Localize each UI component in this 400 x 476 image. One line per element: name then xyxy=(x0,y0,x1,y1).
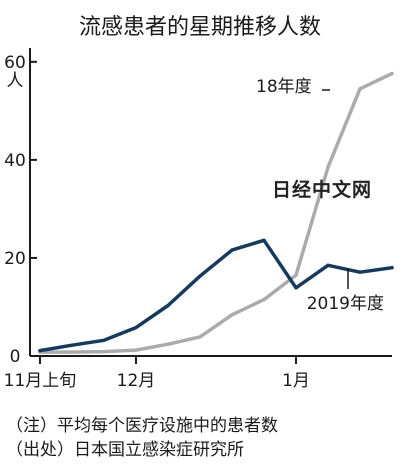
data-point xyxy=(390,266,394,270)
series-line-0 xyxy=(38,71,394,354)
data-point xyxy=(198,274,202,278)
axes xyxy=(29,48,392,357)
data-point xyxy=(262,298,266,302)
y-unit-label: 人 xyxy=(7,71,24,91)
data-point xyxy=(70,350,74,354)
data-point xyxy=(198,335,202,339)
source-note: （出处）日本国立感染症研究所 xyxy=(6,440,244,460)
series-line-1 xyxy=(38,238,394,353)
data-point xyxy=(326,165,330,169)
y-tick-label: 40 xyxy=(4,151,26,171)
data-point xyxy=(358,270,362,274)
series-layer xyxy=(38,71,394,354)
x-ticks: 11月上旬 12月 1月 xyxy=(4,356,310,391)
data-point xyxy=(134,325,138,330)
x-tick-label: 12月 xyxy=(117,371,156,391)
data-point xyxy=(294,286,298,290)
x-tick-label: 11月上旬 xyxy=(4,371,77,391)
watermark-logo: 日经中文网 xyxy=(272,178,372,201)
data-point xyxy=(230,248,234,252)
data-point xyxy=(326,263,330,267)
source-text: 日本国立感染症研究所 xyxy=(74,440,244,460)
y-tick-label: 20 xyxy=(4,249,26,269)
data-point xyxy=(70,343,74,347)
y-ticks: 0 20 40 60 xyxy=(4,53,37,367)
data-point xyxy=(102,338,106,342)
footnote-label: （注） xyxy=(6,416,57,436)
data-point xyxy=(102,349,106,354)
data-point xyxy=(166,303,170,308)
data-point xyxy=(358,87,362,91)
y-tick-label: 0 xyxy=(10,347,21,367)
source-label: （出处） xyxy=(6,440,74,460)
y-tick-label: 60 xyxy=(4,53,26,73)
data-point xyxy=(166,342,170,346)
data-point xyxy=(134,348,138,352)
data-point xyxy=(230,313,234,317)
footnote: （注）平均每个医疗设施中的患者数 xyxy=(6,416,278,436)
data-point xyxy=(38,349,42,353)
chart-title: 流感患者的星期推移人数 xyxy=(79,15,321,40)
series-label-2019: 2019年度 xyxy=(307,294,384,314)
footnote-text: 平均每个医疗设施中的患者数 xyxy=(57,416,278,436)
data-point xyxy=(262,238,266,242)
x-tick-label: 1月 xyxy=(282,371,310,391)
data-point xyxy=(390,71,394,76)
data-point xyxy=(294,273,298,277)
series-label-18: 18年度 xyxy=(256,77,312,97)
